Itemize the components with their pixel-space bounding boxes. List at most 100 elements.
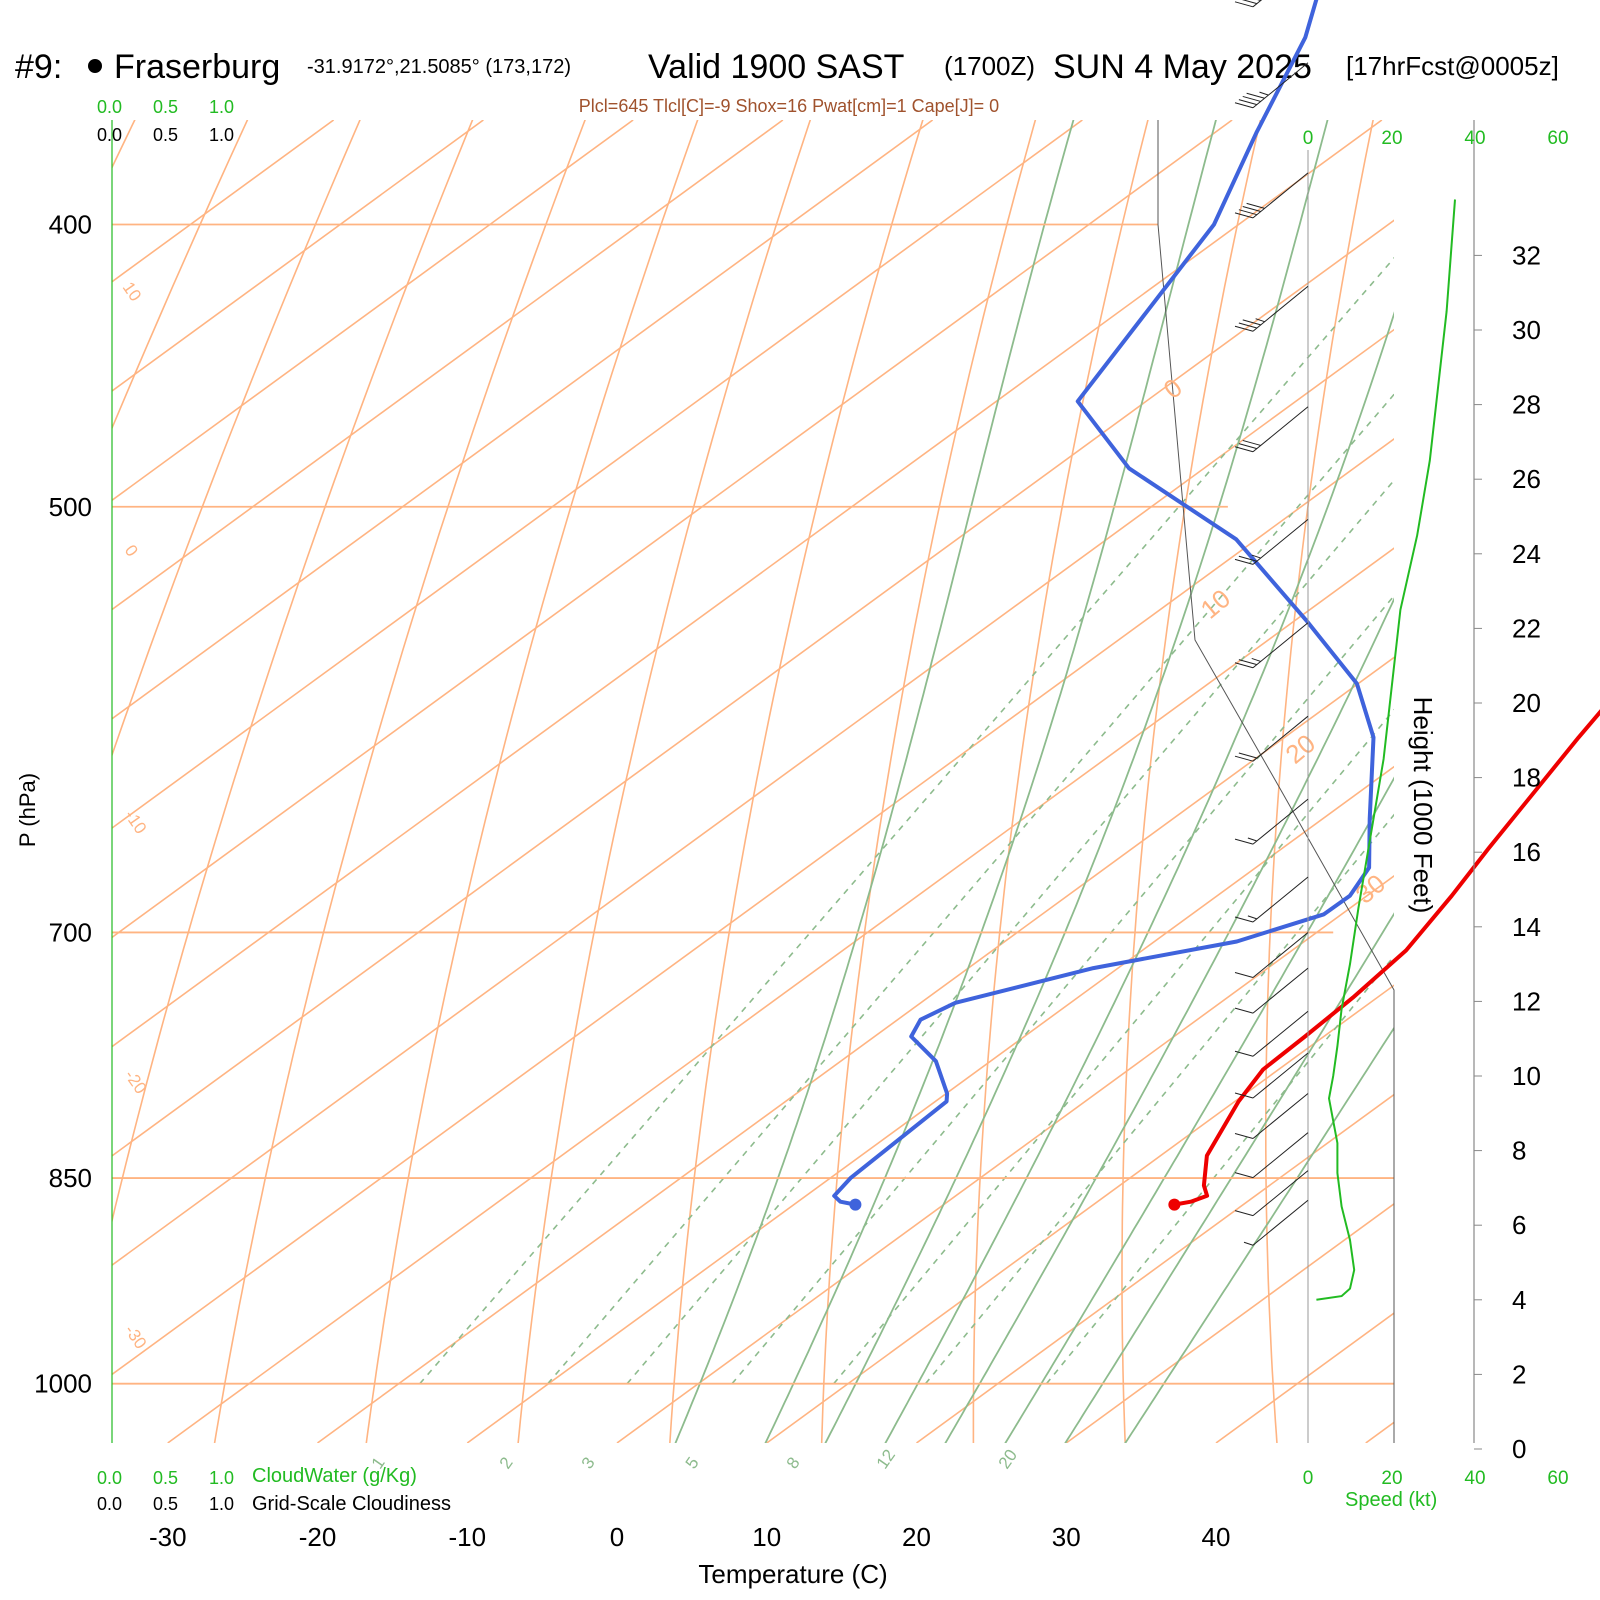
pressure-tick-label: 400 bbox=[49, 209, 92, 239]
dry-adiabat-line bbox=[669, 120, 924, 1443]
dry-adiabat-line bbox=[972, 120, 1149, 1443]
wind-barb-shaft bbox=[1252, 1199, 1309, 1246]
wind-barb-shaft bbox=[1252, 172, 1309, 219]
mixing-ratio-label: 2 bbox=[496, 1454, 517, 1473]
mixing-ratio-line bbox=[924, 813, 1394, 1385]
speed-tick-label: 20 bbox=[1381, 1468, 1402, 1489]
moist-adiabat-line bbox=[1124, 1026, 1394, 1443]
wind-barb-half-feather bbox=[1243, 1241, 1254, 1246]
cloudiness-tick: 0.0 bbox=[97, 125, 122, 145]
wind-barb-feather bbox=[1234, 1050, 1254, 1057]
wind-speed-curve bbox=[1316, 199, 1456, 1301]
speed-tick-label: 60 bbox=[1547, 1468, 1568, 1489]
forecast-info: [17hrFcst@0005z] bbox=[1346, 51, 1559, 81]
pressure-tick-label: 850 bbox=[49, 1163, 92, 1193]
temperature-surface-marker bbox=[1168, 1198, 1181, 1211]
wind-barb-shaft bbox=[1252, 1093, 1309, 1139]
speed-tick-label: 60 bbox=[1547, 128, 1568, 149]
height-tick-label: 24 bbox=[1512, 539, 1541, 569]
wind-barb-feather bbox=[1234, 971, 1254, 978]
moist-adiabat-line bbox=[1004, 776, 1394, 1443]
cloudiness-label: Grid-Scale Cloudiness bbox=[252, 1493, 451, 1515]
wind-barb-shaft bbox=[1252, 967, 1309, 1014]
dry-adiabat-line bbox=[213, 120, 586, 1443]
cloud-water-label: CloudWater (g/Kg) bbox=[252, 1465, 417, 1487]
wind-barb-feather bbox=[1234, 1007, 1254, 1014]
wind-barb-feather bbox=[1234, 916, 1254, 923]
wind-barb-shaft bbox=[1252, 0, 1263, 8]
isotherm-line bbox=[1065, 1202, 1394, 1443]
plot-frame bbox=[111, 120, 1395, 1443]
wind-barb-half-feather bbox=[1247, 837, 1258, 842]
mixing-ratio-line bbox=[833, 708, 1394, 1385]
speed-axis-label: Speed (kt) bbox=[1345, 1489, 1437, 1511]
wind-barb-shaft bbox=[1252, 1010, 1309, 1057]
pressure-tick-label: 1000 bbox=[34, 1369, 92, 1399]
wind-barb-shaft bbox=[1252, 1052, 1309, 1099]
skewt-background-lines bbox=[112, 120, 1394, 1443]
cloud-water-tick: 0.5 bbox=[153, 97, 178, 117]
wind-barb-feather bbox=[1234, 838, 1254, 845]
isotherm-line bbox=[112, 219, 1394, 1157]
valid-date: SUN 4 May 2025 bbox=[1053, 48, 1312, 86]
dry-adiabat-line bbox=[820, 120, 1037, 1443]
temperature-tick-label: 10 bbox=[752, 1522, 781, 1552]
isotherm-line bbox=[112, 120, 1233, 939]
height-tick-label: 6 bbox=[1512, 1210, 1526, 1240]
wind-barb-feather bbox=[1242, 206, 1261, 212]
valid-time: Valid 1900 SAST bbox=[648, 48, 904, 86]
wind-barb-shaft bbox=[1252, 932, 1309, 978]
wind-barb-feather bbox=[1234, 325, 1254, 332]
moist-adiabat-label: 10 bbox=[1195, 583, 1236, 625]
wind-barb-feather bbox=[1241, 0, 1258, 5]
speed-tick-label: 40 bbox=[1464, 128, 1485, 149]
dry-adiabat-line bbox=[517, 120, 812, 1443]
isotherm-line bbox=[112, 120, 1383, 1048]
x-axis-label: Temperature (C) bbox=[698, 1559, 887, 1589]
height-tick-label: 30 bbox=[1512, 315, 1541, 345]
wind-barb-feather bbox=[1234, 1092, 1254, 1099]
isotherm-line bbox=[112, 120, 784, 611]
cloud-water-tick: 1.0 bbox=[209, 97, 234, 117]
moist-adiabat-line bbox=[884, 311, 1394, 1443]
wind-panel: 0020204040606002468101214161820222426283… bbox=[1234, 0, 1569, 1489]
mixing-ratio-line bbox=[547, 393, 1394, 1385]
moist-adiabat-line bbox=[824, 120, 1329, 1443]
speed-tick-label: 0 bbox=[1303, 1468, 1314, 1489]
moist-adiabat-line bbox=[944, 597, 1394, 1443]
isotherm-line bbox=[112, 437, 1394, 1376]
height-tick-label: 12 bbox=[1512, 986, 1541, 1016]
cloudiness-tick: 1.0 bbox=[209, 1494, 234, 1514]
dry-adiabat-line bbox=[112, 120, 474, 1225]
height-tick-label: 22 bbox=[1512, 613, 1541, 643]
wind-barb-half-feather bbox=[1251, 554, 1261, 559]
mixing-ratio-label: 3 bbox=[578, 1454, 599, 1473]
mixing-ratio-line bbox=[731, 594, 1394, 1385]
mixing-ratio-label: 20 bbox=[995, 1446, 1021, 1472]
dry-adiabat-line bbox=[1265, 120, 1374, 1443]
wind-barb-half-feather bbox=[1251, 657, 1261, 662]
moist-adiabat-label: 0 bbox=[1158, 372, 1188, 404]
isotherm-line bbox=[317, 656, 1394, 1443]
cloudiness-tick: 1.0 bbox=[209, 125, 234, 145]
dry-adiabat-line bbox=[112, 120, 361, 758]
moist-adiabat-line bbox=[764, 120, 1217, 1443]
wind-barb-half-feather bbox=[1247, 915, 1258, 920]
wind-barb-feather bbox=[1238, 209, 1258, 216]
temperature-tick-label: -30 bbox=[149, 1522, 187, 1552]
station-dot-icon bbox=[88, 59, 102, 73]
dry-adiabat-label: 10 bbox=[119, 278, 145, 304]
isotherm-line bbox=[112, 120, 1083, 830]
height-tick-label: 32 bbox=[1512, 240, 1541, 270]
isotherm-line bbox=[1365, 1421, 1394, 1443]
cloud-scale-bottom: 0.0 0.5 1.0 CloudWater (g/Kg) 0.0 0.5 1.… bbox=[97, 1465, 451, 1515]
height-tick-label: 28 bbox=[1512, 390, 1541, 420]
speed-tick-label: 20 bbox=[1381, 128, 1402, 149]
temperature-tick-label: 40 bbox=[1202, 1522, 1231, 1552]
dry-adiabat-line bbox=[365, 120, 699, 1443]
wind-barb-feather bbox=[1238, 99, 1258, 106]
isotherm-line bbox=[112, 120, 335, 283]
wind-barb-feather bbox=[1246, 202, 1265, 209]
wind-barb-shaft bbox=[1252, 1132, 1309, 1179]
